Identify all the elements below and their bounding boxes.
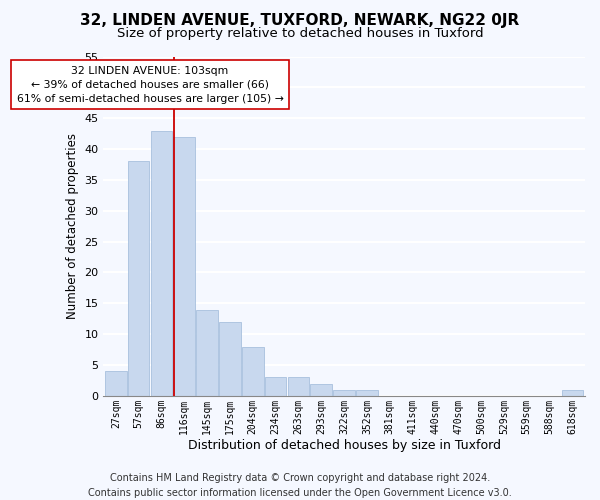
Bar: [287, 378, 310, 396]
Bar: [173, 136, 195, 396]
Bar: [128, 162, 149, 396]
Bar: [310, 384, 332, 396]
Bar: [242, 346, 263, 396]
X-axis label: Distribution of detached houses by size in Tuxford: Distribution of detached houses by size …: [188, 440, 500, 452]
Bar: [356, 390, 378, 396]
Bar: [196, 310, 218, 396]
Bar: [105, 371, 127, 396]
Bar: [151, 130, 172, 396]
Text: Size of property relative to detached houses in Tuxford: Size of property relative to detached ho…: [116, 28, 484, 40]
Bar: [333, 390, 355, 396]
Text: 32, LINDEN AVENUE, TUXFORD, NEWARK, NG22 0JR: 32, LINDEN AVENUE, TUXFORD, NEWARK, NG22…: [80, 12, 520, 28]
Text: Contains HM Land Registry data © Crown copyright and database right 2024.
Contai: Contains HM Land Registry data © Crown c…: [88, 472, 512, 498]
Text: 32 LINDEN AVENUE: 103sqm
← 39% of detached houses are smaller (66)
61% of semi-d: 32 LINDEN AVENUE: 103sqm ← 39% of detach…: [17, 66, 284, 104]
Bar: [562, 390, 583, 396]
Bar: [265, 378, 286, 396]
Y-axis label: Number of detached properties: Number of detached properties: [66, 133, 79, 319]
Bar: [219, 322, 241, 396]
